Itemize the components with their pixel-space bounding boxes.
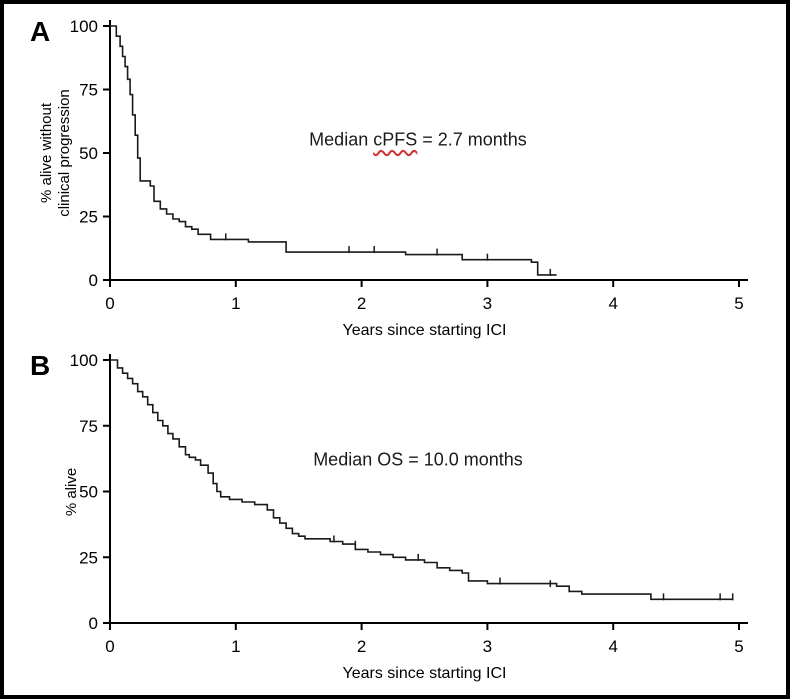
y-tick-label: 50 [79,483,98,502]
x-tick-label: 0 [105,294,114,313]
median-annotation-cpfs: Median cPFS = 2.7 months [309,130,527,151]
y-tick-label: 100 [70,351,98,370]
y-axis-title-os: % alive [63,467,80,517]
panel-a-label: A [30,16,52,47]
annotation-suffix: = 2.7 months [417,129,527,150]
x-axis-title: Years since starting ICI [343,322,507,339]
x-tick-label: 0 [105,637,114,656]
x-tick-label: 3 [483,637,492,656]
km-curve-os [110,359,733,601]
y-tick-label: 0 [89,271,98,290]
x-tick-label: 2 [357,294,366,313]
x-tick-label: 5 [734,294,743,313]
x-tick-label: 1 [231,637,240,656]
x-tick-label: 4 [608,637,617,656]
km-chart-cpfs: 0 25 50 75 100 0 1 2 3 4 5 Years since starting ICI [70,17,748,339]
panel-a: A 0 25 50 75 100 0 1 2 3 4 5 Years since starting I… [10,12,784,346]
annotation-prefix: Median [309,129,374,150]
km-chart-os: 0 25 50 75 100 0 1 2 3 4 5 Years since starting ICI [70,351,748,682]
x-tick-label: 5 [734,637,743,656]
y-tick-label: 0 [89,614,98,633]
y-axis-title-cpfs: % alive without clinical progression [38,89,73,217]
panel-b: B 0 25 50 75 100 0 1 2 3 4 5 Years since starting I… [10,346,784,695]
median-annotation-os: Median OS = 10.0 months [313,450,523,471]
x-axis-title: Years since starting ICI [343,665,507,682]
x-tick-label: 4 [608,294,617,313]
y-tick-label: 25 [79,208,98,227]
x-tick-label: 1 [231,294,240,313]
x-tick-label: 3 [483,294,492,313]
y-tick-label: 25 [79,548,98,567]
km-curve-cpfs [110,25,557,276]
y-tick-label: 75 [79,81,98,100]
annotation-prefix: Median OS = 10.0 months [313,449,523,470]
annotation-underlined-word: cPFS [373,129,418,150]
y-tick-label: 50 [79,144,98,163]
y-tick-label: 75 [79,417,98,436]
y-tick-label: 100 [70,17,98,36]
panel-b-label: B [30,350,52,381]
x-tick-label: 2 [357,637,366,656]
